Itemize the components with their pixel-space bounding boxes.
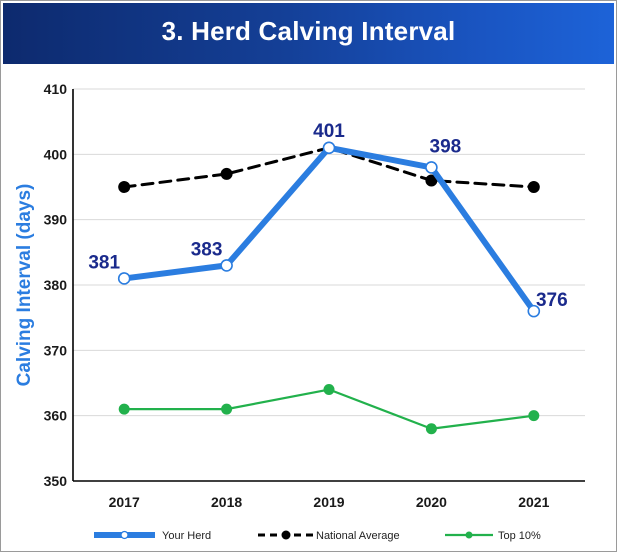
data-label: 401 <box>313 121 345 142</box>
data-point-national-average <box>118 181 131 193</box>
y-axis-title: Calving Interval (days) <box>14 184 35 387</box>
legend-label-top-10: Top 10% <box>498 530 541 542</box>
series-line-your-herd <box>121 144 537 315</box>
data-label: 383 <box>191 239 223 260</box>
legend-label-your-herd: Your Herd <box>162 530 211 542</box>
x-tick-label: 2021 <box>518 494 549 510</box>
y-tick-label: 360 <box>44 408 68 424</box>
series-line-top-10 <box>123 388 535 430</box>
data-point-your-herd <box>117 272 131 285</box>
chart-title: 3. Herd Calving Interval <box>161 16 456 46</box>
y-tick-label: 370 <box>44 342 68 358</box>
data-point-top-10 <box>425 423 437 435</box>
y-tick-label: 390 <box>44 212 68 228</box>
data-point-your-herd <box>527 304 541 318</box>
x-tick-label: 2018 <box>211 494 242 510</box>
x-tick-label: 2017 <box>109 494 140 510</box>
data-label: 376 <box>536 290 568 311</box>
data-point-your-herd <box>220 259 233 272</box>
data-point-top-10 <box>528 410 540 422</box>
chart-header: 3. Herd Calving Interval <box>3 3 614 64</box>
legend-marker-your-herd <box>120 530 129 540</box>
data-point-your-herd <box>425 161 438 174</box>
legend-marker-top-10 <box>465 531 473 539</box>
data-point-top-10 <box>323 384 335 396</box>
y-tick-label: 400 <box>44 146 68 162</box>
y-tick-label: 350 <box>44 473 68 489</box>
data-point-national-average <box>425 174 438 187</box>
y-tick-label: 380 <box>44 277 68 293</box>
data-label: 398 <box>430 136 462 157</box>
y-tick-label: 410 <box>44 81 68 97</box>
data-point-top-10 <box>118 403 130 415</box>
data-label: 381 <box>88 252 120 273</box>
data-point-your-herd <box>322 141 336 155</box>
legend-label-national-average: National Average <box>316 530 400 542</box>
x-tick-label: 2020 <box>416 494 447 510</box>
x-tick-label: 2019 <box>313 494 344 510</box>
data-point-top-10 <box>221 403 233 415</box>
data-point-national-average <box>527 181 540 193</box>
data-point-national-average <box>220 167 233 180</box>
legend-marker-national-average <box>281 530 291 540</box>
